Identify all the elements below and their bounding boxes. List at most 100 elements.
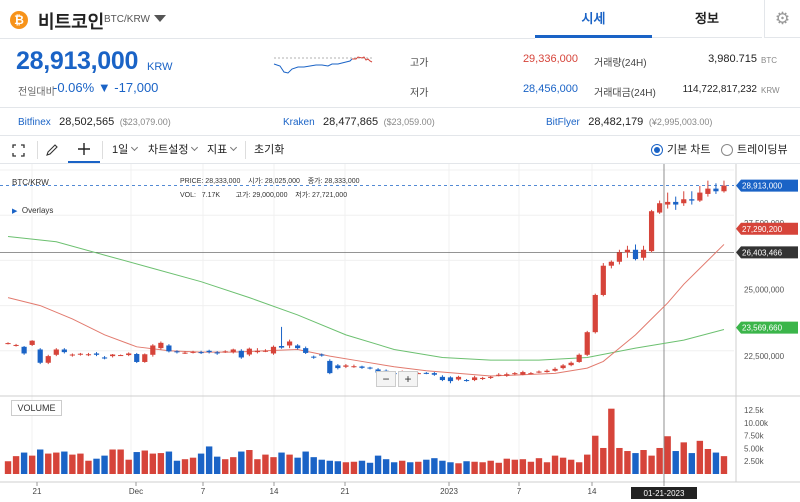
candle-body (439, 376, 446, 381)
price-tag-value: 26,403,466 (742, 248, 783, 257)
volume-bar (720, 456, 728, 474)
exchange-name[interactable]: Bitfinex (18, 117, 51, 128)
candle-body (721, 185, 727, 192)
volume-bar (173, 460, 181, 474)
price-chart[interactable]: 27,500,00025,000,00022,500,00012.5k10.00… (0, 164, 800, 502)
volume-bar (704, 448, 712, 474)
exchange-bitfinex: Bitfinex 28,502,565 ($23,079.00) (18, 116, 171, 128)
zoom-out-button[interactable]: − (376, 371, 396, 387)
crosshair-date-box (631, 487, 697, 499)
candle-body (311, 356, 317, 358)
pencil-icon[interactable] (45, 143, 59, 157)
gear-icon[interactable]: ⚙ (764, 0, 800, 38)
price-tag (736, 321, 798, 334)
time-axis-label: 14 (588, 487, 597, 496)
volume-panel-label[interactable]: VOLUME (11, 400, 62, 416)
candle-body (608, 261, 614, 266)
price-tag-value: 23,569,660 (742, 324, 783, 333)
legend-price: 28,333,000 (205, 178, 241, 185)
volume-bar (463, 461, 470, 474)
basic-chart-label[interactable]: 기본 차트 (667, 144, 711, 156)
basic-chart-radio[interactable] (651, 144, 663, 156)
time-axis-label: 21 (341, 487, 350, 496)
chart-settings-dropdown[interactable]: 차트설정 (148, 142, 199, 158)
zoom-in-button[interactable]: + (398, 371, 418, 387)
candle-body (552, 368, 558, 371)
expand-icon[interactable] (12, 144, 25, 157)
header-divider (0, 38, 535, 39)
candle-body (93, 353, 100, 355)
volume-bar (608, 408, 615, 474)
price-tag (736, 246, 798, 259)
volume-bar (246, 450, 253, 474)
chart-settings-label: 차트설정 (148, 144, 189, 156)
time-axis-label: 7 (201, 487, 206, 496)
volume-axis-label: 12.5k (744, 406, 765, 415)
tradingview-radio[interactable] (721, 144, 733, 156)
volume-bar (278, 452, 285, 474)
volume-bar (527, 461, 535, 474)
volume-bar (439, 460, 446, 474)
volume-bar (149, 453, 157, 474)
exchange-jpy: (¥2,995,003.00) (648, 117, 713, 127)
candle-body (53, 349, 59, 355)
indicator-dropdown[interactable]: 지표 (207, 142, 238, 158)
volume-bar (575, 462, 583, 474)
turnover24-label: 거래대금(24H) (594, 88, 656, 99)
volume-bar (133, 452, 140, 474)
chevron-down-icon (230, 143, 238, 152)
candle-body (61, 349, 67, 353)
triangle-right-icon: ▶ (12, 208, 18, 215)
volume-bar (495, 462, 502, 474)
divider (0, 163, 800, 164)
candle-body (262, 350, 269, 352)
volume-bar (302, 451, 309, 474)
candle-body (576, 354, 582, 362)
ma-long-line (7, 235, 725, 361)
volume-bar (189, 457, 197, 474)
tab-info[interactable]: 정보 (652, 0, 762, 38)
candle-body (415, 373, 421, 375)
tradingview-label[interactable]: 트레이딩뷰 (737, 144, 788, 156)
exchange-krw: 28,477,865 (323, 116, 379, 128)
candle-body (150, 345, 156, 355)
candle-body (560, 365, 566, 369)
volume-bar (37, 449, 44, 474)
exchange-name[interactable]: BitFlyer (546, 117, 580, 128)
candle-body (648, 211, 655, 252)
volume-bar (61, 451, 68, 474)
candle-body (496, 374, 502, 376)
change-percent: -0.06% (53, 80, 95, 95)
toolbar-divider (102, 141, 103, 159)
volume-bar (672, 451, 679, 474)
candle-body (480, 377, 486, 379)
volume-bar (20, 452, 28, 474)
candle-body (190, 351, 196, 353)
volume24-value: 3,980.715 (708, 53, 757, 65)
volume-bar (45, 453, 52, 474)
tab-market[interactable]: 시세 (535, 0, 652, 38)
volume-bar (117, 449, 124, 474)
time-axis-label: 21 (33, 487, 42, 496)
volume-bar (390, 462, 398, 474)
volume-bar (93, 458, 100, 474)
volume-bar (109, 449, 116, 474)
volume-bar (254, 459, 261, 474)
crosshair-tool[interactable] (68, 138, 100, 163)
candle-body (681, 199, 687, 204)
candle-body (472, 377, 478, 381)
candle-body (673, 201, 679, 205)
candle-body (697, 192, 703, 201)
overlays-toggle[interactable]: ▶ Overlays (12, 206, 53, 215)
volume24-label: 거래량(24H) (594, 58, 647, 69)
chevron-down-icon (131, 143, 139, 152)
candle-body (214, 352, 220, 354)
interval-dropdown[interactable]: 1일 (112, 142, 139, 158)
exchange-name[interactable]: Kraken (283, 117, 315, 128)
volume-bar (519, 459, 527, 474)
reset-button[interactable]: 초기화 (254, 144, 285, 156)
volume-bar (511, 459, 519, 474)
volume-bar (12, 456, 20, 474)
coin-select-caret-icon[interactable] (154, 15, 166, 22)
volume-bar (230, 457, 237, 474)
